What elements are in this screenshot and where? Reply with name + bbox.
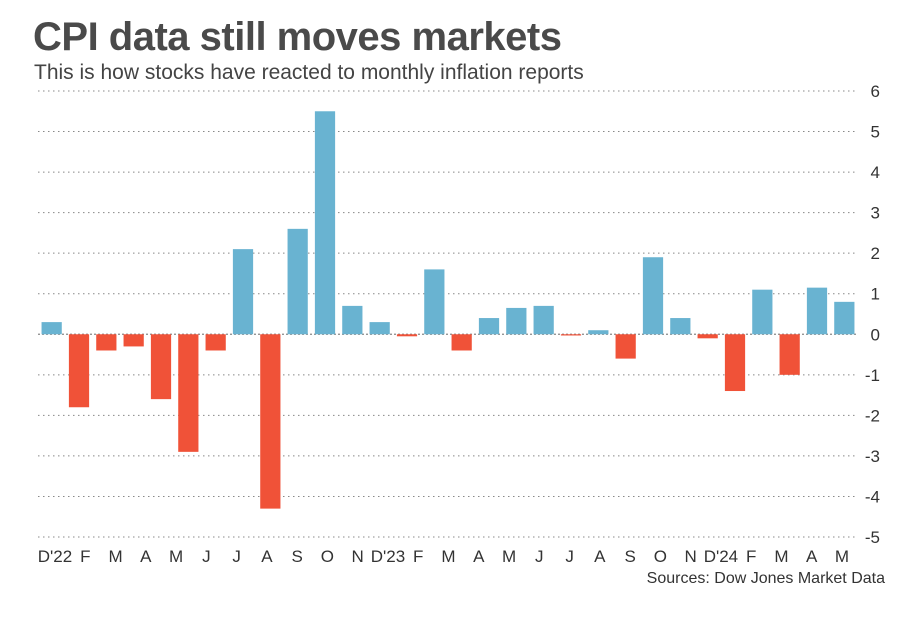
x-axis-ticks: D'22 F M A M J J A S O N D'23 F M A M J J A S O N D'24 F M A M [38, 547, 849, 566]
x-tick-label: O [654, 547, 667, 566]
bar-10 [287, 228, 308, 335]
x-tick-label: F [413, 547, 423, 566]
bar-14 [396, 334, 418, 337]
x-tick-label: M [441, 547, 455, 566]
bar-29 [806, 287, 828, 335]
x-tick-label: S [624, 547, 635, 566]
source-note: Sources: Dow Jones Market Data [646, 570, 885, 587]
chart-subtitle: This is how stocks have reacted to month… [34, 61, 584, 84]
y-tick-label: 5 [871, 123, 880, 142]
bar-20 [560, 334, 582, 336]
bar-23 [642, 257, 664, 335]
bars [41, 111, 855, 509]
y-axis-ticks: 6 5 4 3 2 1 0 -1 -2 -3 -4 -5 [865, 82, 880, 547]
x-tick-label: J [232, 547, 241, 566]
x-tick-label: A [473, 547, 485, 566]
chart-title: CPI data still moves markets [33, 15, 562, 59]
x-tick-label: F [746, 547, 756, 566]
x-tick-label: A [140, 547, 152, 566]
x-tick-label: J [565, 547, 574, 566]
y-tick-label: -3 [865, 447, 880, 466]
x-tick-label: A [594, 547, 606, 566]
x-tick-label: D'22 [38, 547, 72, 566]
x-tick-label: J [202, 547, 211, 566]
x-tick-label: S [291, 547, 302, 566]
bar-28 [779, 334, 800, 375]
x-tick-label: M [169, 547, 183, 566]
x-tick-label: M [502, 547, 516, 566]
bar-30 [834, 301, 855, 335]
bar-21 [588, 330, 609, 335]
y-tick-label: 3 [871, 204, 880, 223]
gridlines [38, 90, 858, 538]
x-tick-label: M [774, 547, 788, 566]
bar-9 [260, 334, 281, 509]
bar-18 [506, 307, 527, 335]
x-tick-label: J [535, 547, 544, 566]
x-tick-label: D'23 [371, 547, 405, 566]
bar-2 [68, 334, 90, 408]
bar-5 [150, 334, 172, 400]
y-tick-label: 6 [871, 82, 880, 101]
x-tick-label: N [352, 547, 364, 566]
x-tick-label: A [806, 547, 818, 566]
y-tick-label: 0 [871, 325, 880, 344]
bar-19 [533, 305, 554, 335]
bar-22 [615, 334, 636, 359]
bar-3 [96, 334, 117, 351]
y-tick-label: -2 [865, 406, 880, 425]
bar-26 [724, 334, 746, 392]
bar-27 [752, 289, 773, 335]
bar-24 [670, 318, 691, 335]
y-tick-label: -5 [865, 528, 880, 547]
bar-1 [41, 322, 62, 335]
bar-7 [205, 334, 226, 351]
x-tick-label: D'24 [704, 547, 738, 566]
bar-12 [342, 305, 363, 335]
bar-16 [451, 334, 472, 351]
bar-8 [232, 249, 254, 335]
bar-11 [314, 111, 336, 335]
bar-6 [178, 334, 199, 452]
x-tick-label: M [108, 547, 122, 566]
y-tick-label: 2 [871, 244, 880, 263]
x-tick-label: N [685, 547, 697, 566]
bar-25 [697, 334, 718, 339]
x-tick-label: F [80, 547, 90, 566]
x-tick-label: O [321, 547, 334, 566]
bar-4 [123, 334, 144, 347]
y-tick-label: 1 [871, 285, 880, 304]
y-tick-label: -4 [865, 487, 880, 506]
bar-15 [424, 269, 445, 335]
bar-13 [369, 322, 390, 335]
bar-17 [478, 318, 500, 335]
y-tick-label: 4 [871, 163, 880, 182]
x-tick-label: M [835, 547, 849, 566]
y-tick-label: -1 [865, 366, 880, 385]
x-tick-label: A [261, 547, 273, 566]
